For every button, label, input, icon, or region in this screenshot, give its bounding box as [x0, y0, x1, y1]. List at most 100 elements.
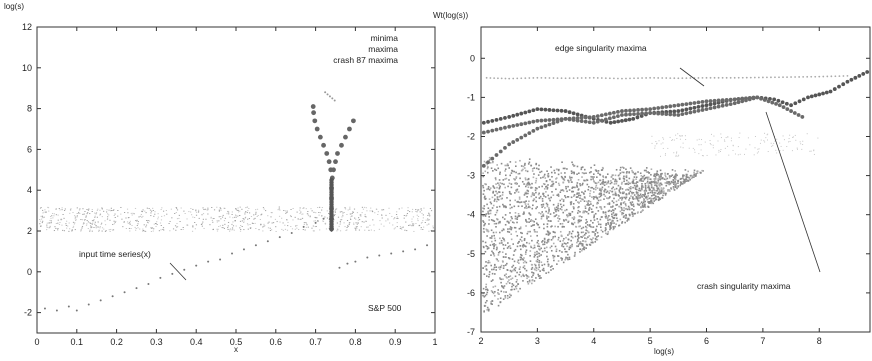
crash-singularity-point [559, 108, 564, 113]
density-point [576, 165, 579, 168]
band-point [114, 213, 116, 215]
density-point [610, 222, 613, 224]
band-point [428, 230, 430, 232]
band-point [216, 230, 219, 232]
density-point [580, 231, 583, 234]
density-point [779, 142, 781, 144]
band-point [267, 227, 270, 229]
density-point [484, 198, 487, 200]
band-point [319, 229, 321, 231]
density-point [574, 253, 576, 256]
band-point [392, 224, 394, 226]
density-point [525, 218, 527, 221]
density-point [539, 275, 541, 277]
density-point [656, 182, 659, 185]
density-point [584, 190, 586, 193]
density-point [536, 256, 539, 258]
edge-singularity-point [665, 77, 668, 79]
density-point [631, 180, 634, 183]
density-point [494, 285, 497, 288]
density-point [649, 200, 652, 203]
density-point [571, 230, 574, 233]
density-point [607, 216, 609, 219]
density-point [732, 144, 734, 146]
band-point [93, 226, 96, 228]
band-point [217, 228, 219, 230]
density-point [524, 207, 526, 209]
density-point [638, 187, 641, 190]
edge-singularity-point [497, 77, 499, 80]
density-point [555, 188, 557, 191]
band-point [346, 229, 348, 231]
band-point [57, 229, 59, 231]
density-point [580, 219, 582, 222]
density-point [497, 251, 500, 254]
input-series-point [55, 309, 58, 312]
density-point [592, 191, 595, 193]
x-tick-label: 0.6 [270, 337, 283, 347]
band-point [227, 211, 229, 213]
crash-singularity-point [736, 97, 741, 101]
density-point [581, 242, 583, 245]
density-point [526, 232, 529, 235]
crash-singularity-point [490, 156, 495, 161]
band-point [55, 214, 57, 216]
density-point [610, 180, 612, 182]
density-point [552, 231, 555, 233]
density-point [571, 161, 573, 164]
density-point [540, 215, 543, 218]
density-point [576, 193, 578, 195]
density-point [551, 185, 554, 188]
density-point [632, 178, 635, 181]
band-point [356, 226, 358, 228]
density-point [612, 222, 614, 225]
density-point [508, 231, 511, 233]
band-point [315, 217, 317, 219]
crash-87-maxima-point [326, 159, 332, 165]
band-point [337, 216, 340, 218]
density-point [704, 141, 706, 143]
band-point [201, 223, 203, 225]
band-point [97, 208, 99, 210]
density-point [625, 213, 627, 216]
density-point [609, 182, 612, 185]
density-point [535, 269, 538, 272]
band-point [352, 211, 354, 213]
density-point [539, 177, 542, 179]
band-point [423, 207, 425, 209]
density-point [621, 171, 624, 174]
band-point [286, 229, 289, 231]
density-point [538, 192, 540, 195]
band-point [381, 214, 383, 216]
density-point [652, 188, 655, 190]
density-point [670, 181, 673, 184]
density-point [609, 196, 611, 198]
density-point [512, 264, 515, 267]
band-point [367, 226, 369, 228]
crash-singularity-point [519, 122, 524, 127]
density-point [548, 233, 551, 235]
band-point [287, 221, 289, 223]
density-point [550, 185, 552, 187]
density-point [512, 243, 515, 245]
density-point [617, 194, 620, 197]
density-point [734, 153, 736, 155]
band-point [212, 229, 214, 231]
density-point [607, 180, 610, 182]
density-point [563, 225, 565, 228]
density-point [501, 191, 504, 194]
density-point [796, 147, 798, 149]
x-tick-label: 0.4 [190, 337, 203, 347]
density-point [642, 206, 644, 208]
density-point [567, 233, 569, 236]
density-point [643, 190, 646, 192]
band-point [190, 211, 192, 213]
density-point [537, 275, 540, 277]
band-point [303, 207, 305, 209]
band-point [169, 220, 171, 222]
band-point [82, 223, 84, 225]
band-point [165, 210, 167, 211]
density-point [529, 183, 531, 186]
density-point [799, 141, 801, 143]
crash-singularity-point [611, 110, 616, 115]
